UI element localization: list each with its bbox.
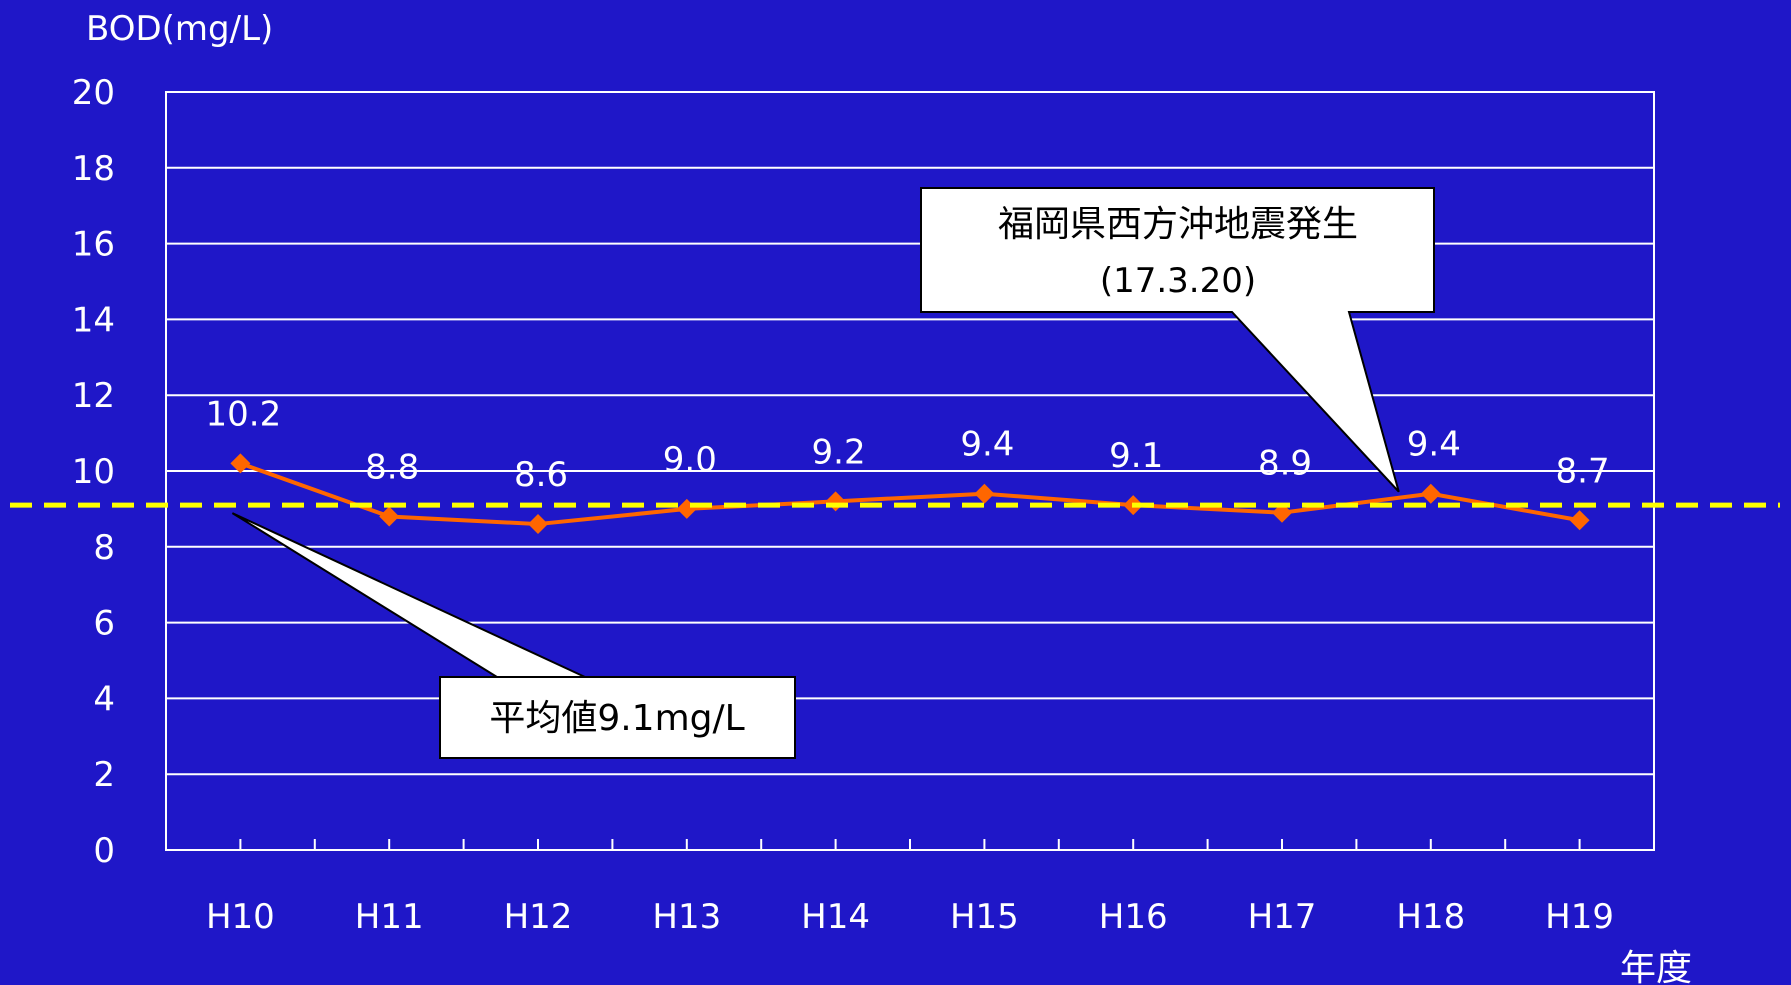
x-tick-label: H12 — [504, 897, 573, 937]
y-tick-label: 0 — [93, 831, 115, 871]
average-callout-box — [231, 512, 796, 759]
data-point — [1272, 502, 1292, 523]
y-axis-title: BOD(mg/L) — [86, 9, 273, 49]
earthquake-callout-line-1: 福岡県西方沖地震発生 — [998, 204, 1358, 245]
y-tick-label: 6 — [93, 604, 115, 644]
data-point — [1420, 483, 1441, 504]
series-layer: 10.2 8.8 8.6 9.0 9.2 9.4 9.1 8.9 9.4 8.7 — [206, 394, 1610, 535]
y-tick-label: 20 — [72, 73, 115, 113]
average-callout-text: 平均値9.1mg/L — [489, 698, 744, 739]
data-label: 9.2 — [812, 432, 866, 472]
data-label: 10.2 — [206, 394, 282, 434]
x-tick-label: H14 — [801, 897, 870, 937]
y-tick-label: 12 — [72, 376, 115, 416]
data-point — [379, 506, 400, 527]
y-tick-label: 18 — [72, 149, 115, 189]
x-tick-label: H13 — [652, 897, 721, 937]
y-tick-label: 2 — [93, 755, 115, 795]
data-point — [1569, 510, 1590, 531]
data-label: 8.9 — [1258, 444, 1312, 484]
data-label: 9.0 — [663, 440, 717, 480]
data-label: 9.4 — [1407, 425, 1461, 465]
x-tick-label: H16 — [1099, 897, 1168, 937]
data-label: 8.8 — [365, 447, 419, 487]
data-label: 8.7 — [1556, 451, 1610, 491]
x-tick-label: H11 — [355, 897, 424, 937]
y-tick-label: 4 — [93, 679, 115, 719]
x-tick-label: H18 — [1396, 897, 1465, 937]
data-label: 9.4 — [960, 425, 1014, 465]
earthquake-callout-box — [920, 187, 1435, 493]
callout-layer: 平均値9.1mg/L 福岡県西方沖地震発生 (17.3.20) — [231, 187, 1435, 759]
y-tick-label: 8 — [93, 528, 115, 568]
data-point — [974, 483, 995, 504]
y-tick-label: 10 — [72, 452, 115, 492]
x-tick-label: H10 — [206, 897, 275, 937]
x-tick-label: H19 — [1545, 897, 1614, 937]
x-tick-label: H15 — [950, 897, 1019, 937]
y-tick-label: 16 — [72, 225, 115, 265]
y-tick-label: 14 — [72, 300, 115, 340]
data-label: 8.6 — [514, 455, 568, 495]
data-point — [230, 453, 251, 474]
y-axis-ticks: 0 2 4 6 8 10 12 14 16 18 20 — [72, 73, 115, 871]
x-axis-title: 年度 — [1620, 948, 1692, 985]
x-tick-label: H17 — [1248, 897, 1317, 937]
data-point — [528, 514, 548, 535]
data-label: 9.1 — [1109, 436, 1163, 476]
x-axis-ticks: H10 H11 H12 H13 H14 H15 H16 H17 H18 H19 — [165, 839, 1655, 937]
earthquake-callout-line-2: (17.3.20) — [1100, 261, 1256, 301]
